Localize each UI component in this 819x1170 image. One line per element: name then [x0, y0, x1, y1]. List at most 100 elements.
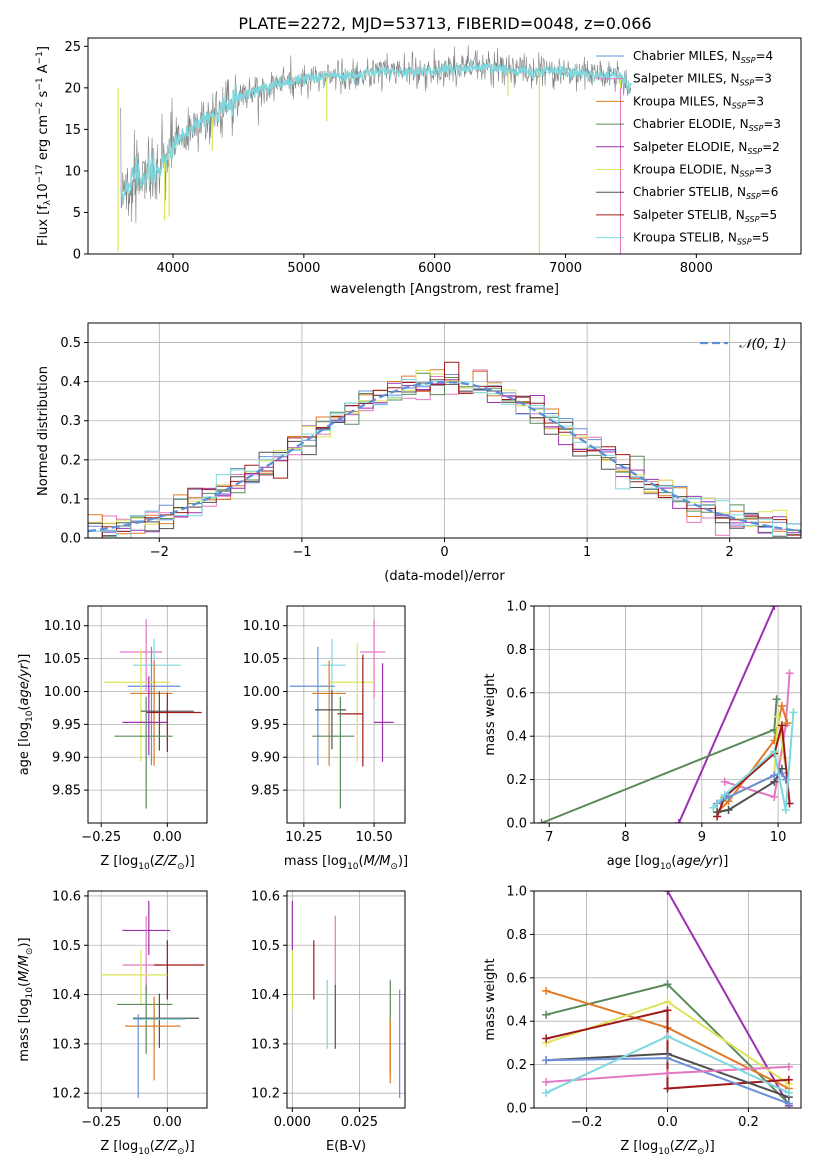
legend-entry: Salpeter ELODIE, NSSP=2 [633, 140, 780, 156]
weight-vs-age-ylabel: mass weight [483, 673, 498, 755]
error-bar-point [125, 996, 181, 1081]
weight-marker [663, 1032, 672, 1041]
x-tick-label: −1 [292, 545, 311, 560]
y-tick-label: 10.10 [243, 619, 280, 634]
mass-vs-metallicity-points [101, 900, 205, 1099]
y-tick-label: 10.2 [251, 1087, 280, 1102]
age-vs-metallicity-xlabel: Z [log10(Z/Z⊙)] [100, 854, 194, 872]
weight-marker [784, 1062, 793, 1071]
x-tick-label: 10.25 [285, 830, 322, 845]
error-bar-point [315, 690, 346, 750]
x-tick-label: 0.00 [153, 1115, 182, 1130]
mass-vs-ebv-frame [286, 890, 406, 1109]
histogram-series [88, 372, 801, 539]
weight-marker [542, 1056, 551, 1065]
legend-entry: Chabrier STELIB, NSSP=6 [633, 185, 778, 201]
x-tick-label: 10 [770, 830, 787, 845]
error-bar-point [122, 915, 163, 995]
y-tick-label: 9.90 [52, 751, 81, 766]
x-tick-label: 9 [698, 830, 706, 845]
weight-vs-metallicity-lines [542, 891, 793, 1108]
spectrum-frame [87, 37, 802, 255]
y-tick-label: 10.05 [44, 652, 81, 667]
error-bar-point [122, 676, 168, 756]
y-tick-label: 1.0 [506, 600, 527, 615]
weight-marker [709, 803, 718, 812]
x-tick-label: 0.025 [341, 1115, 378, 1130]
weight-marker [542, 1034, 551, 1043]
x-tick-label: 4000 [156, 261, 189, 276]
y-tick-label: 9.85 [52, 784, 81, 799]
y-tick-label: 0.6 [506, 971, 527, 986]
weight-vs-age-axes: 7 8 9 10 0.0 0.2 0.4 0.6 0.8 1.0 [506, 600, 801, 845]
weight-marker [713, 808, 722, 817]
weight-line [724, 673, 791, 799]
x-tick-label: 0.000 [274, 1115, 311, 1130]
weight-vs-age-xlabel: age [log10(age/yr)] [607, 854, 729, 872]
mass-vs-ebv-points [291, 900, 401, 1099]
weight-marker [720, 777, 729, 786]
x-tick-label: 8 [621, 830, 629, 845]
x-tick-label: −0.25 [81, 1115, 121, 1130]
normal-curve [87, 380, 802, 533]
spectrum-legend: Chabrier MILES, NSSP=4 Salpeter MILES, NS… [596, 49, 781, 247]
weight-marker [777, 701, 786, 710]
error-bar-point [337, 654, 364, 767]
y-tick-label: 10.6 [251, 889, 280, 904]
y-tick-label: 0.0 [506, 817, 527, 832]
weight-marker [783, 719, 792, 728]
weight-vs-metallicity-ylabel: mass weight [483, 958, 498, 1040]
y-tick-label: 10.6 [52, 889, 81, 904]
mass-vs-metallicity-axes: −0.25 0.00 10.2 10.3 10.4 10.5 10.6 [52, 889, 207, 1130]
error-bar-point [132, 993, 200, 1048]
x-tick-label: −0.25 [81, 830, 121, 845]
mass-vs-ebv-xlabel: E(B-V) [326, 1139, 366, 1154]
y-tick-label: 10.00 [243, 685, 280, 700]
error-bar-point [101, 950, 168, 1005]
weight-marker [663, 1006, 672, 1015]
error-bar-point [374, 663, 394, 762]
mass-vs-metallicity-frame [87, 890, 208, 1109]
legend-entry: Kroupa STELIB, NSSP=5 [633, 231, 769, 247]
weight-line [541, 699, 778, 823]
y-tick-label: 0.0 [60, 532, 81, 547]
weight-line [545, 1009, 789, 1090]
x-tick-label: 2 [726, 545, 734, 560]
spectrum-lines [117, 45, 632, 254]
weight-marker [663, 997, 672, 1006]
weight-line [677, 606, 776, 823]
y-tick-label: 0.1 [60, 492, 81, 507]
weight-vs-age-lines [537, 606, 798, 823]
weight-marker [770, 747, 779, 756]
error-bar-point [360, 619, 386, 699]
x-tick-label: 10.50 [355, 830, 392, 845]
weight-marker [770, 792, 779, 801]
weight-marker [777, 721, 786, 730]
histogram-lines [87, 361, 802, 539]
model-line [120, 58, 632, 205]
y-tick-label: 0.6 [506, 686, 527, 701]
weight-marker [772, 695, 781, 704]
y-tick-label: 9.90 [251, 751, 280, 766]
weight-marker [774, 712, 783, 721]
weight-marker [781, 805, 790, 814]
weight-marker [663, 1054, 672, 1063]
age-vs-mass-xlabel: mass [log10(M/M⊙)] [284, 854, 408, 872]
age-vs-metallicity-points [103, 619, 202, 809]
y-tick-label: 9.95 [251, 718, 280, 733]
x-tick-label: 1 [583, 545, 591, 560]
y-tick-label: 0.0 [506, 1102, 527, 1117]
mass-vs-metallicity-xlabel: Z [log10(Z/Z⊙)] [100, 1139, 194, 1157]
age-vs-mass-frame [286, 605, 406, 824]
weight-vs-metallicity-frame [533, 890, 802, 1109]
y-tick-label: 9.95 [52, 718, 81, 733]
x-tick-label: 0 [440, 545, 448, 560]
weight-marker [537, 819, 546, 823]
x-tick-label: −2 [150, 545, 169, 560]
y-tick-label: 15 [64, 123, 81, 138]
y-tick-label: 10.4 [251, 988, 280, 1003]
error-bar-point [312, 660, 346, 766]
y-tick-label: 0.5 [60, 336, 81, 351]
y-tick-label: 9.85 [251, 784, 280, 799]
